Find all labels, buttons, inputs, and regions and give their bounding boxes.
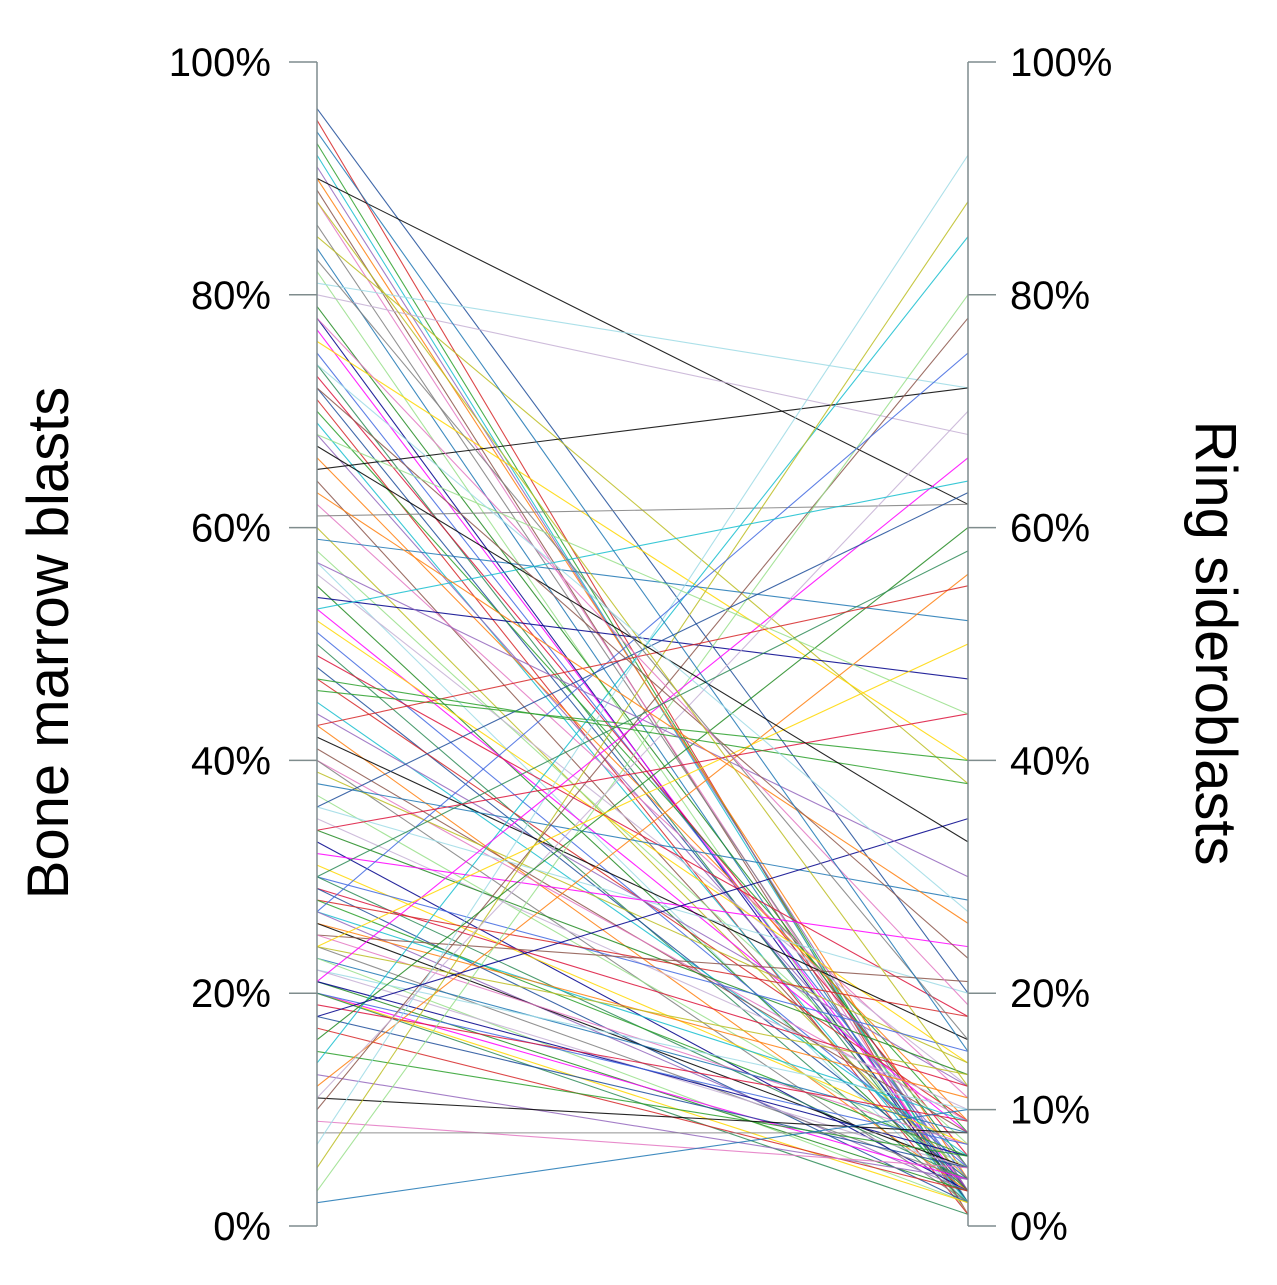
series-line [316, 480, 969, 610]
series-line [316, 294, 969, 436]
series-line [316, 876, 969, 1052]
series-line [316, 178, 969, 1180]
series-line [316, 492, 969, 924]
series-line [316, 562, 969, 878]
series-line [316, 1109, 969, 1204]
series-line [316, 701, 969, 1157]
series-line [316, 282, 969, 389]
series-line [316, 201, 969, 1169]
series-line [316, 119, 969, 1215]
series-line [316, 713, 969, 831]
series-layer [316, 108, 969, 1215]
series-line [316, 946, 969, 1076]
series-line [316, 794, 969, 1169]
series-line [316, 1074, 969, 1180]
left-tick-label: 80% [191, 274, 271, 318]
series-line [316, 852, 969, 948]
left-axis-title: Bone marrow blasts [16, 387, 81, 900]
series-line [316, 969, 969, 1111]
series-line [316, 655, 969, 1017]
series-line [316, 387, 969, 959]
right-tick-label: 10% [1010, 1089, 1090, 1133]
series-line [316, 934, 969, 983]
series-line [316, 1050, 969, 1157]
series-line [316, 131, 969, 1052]
left-tick-label: 40% [191, 739, 271, 783]
series-line [316, 375, 969, 1157]
series-line [316, 585, 969, 727]
series-line [316, 364, 969, 913]
series-line [316, 562, 969, 1204]
series-line [316, 1120, 969, 1169]
series-line [316, 829, 969, 1076]
series-line [316, 433, 969, 715]
axes-layer: 0% 20% 40% 60% 80% 100% 0% 10% 20% 40% 60% 80% 100% [169, 41, 1113, 1249]
series-line [316, 643, 969, 948]
series-line [316, 340, 969, 761]
series-line [316, 503, 969, 1099]
right-tick-label: 40% [1010, 739, 1090, 783]
series-line [316, 957, 969, 1134]
series-line [316, 259, 969, 1041]
left-tick-label: 20% [191, 972, 271, 1016]
series-line [316, 911, 969, 1192]
series-line [316, 317, 969, 1006]
series-line [316, 503, 969, 517]
series-line [316, 352, 969, 913]
right-axis-title: Ring sideroblasts [1183, 421, 1248, 866]
series-line [316, 911, 969, 1122]
series-line [316, 201, 969, 1087]
series-line [316, 457, 969, 1122]
series-line [316, 992, 969, 1146]
series-line [316, 864, 969, 1146]
left-tick-label: 60% [191, 507, 271, 551]
series-line [316, 992, 969, 1204]
series-line [316, 1004, 969, 1122]
series-line [316, 736, 969, 1041]
series-line [316, 1027, 969, 1192]
left-tick-label: 0% [213, 1205, 271, 1249]
series-line [316, 527, 969, 1041]
series-line [316, 1097, 969, 1134]
series-line [316, 201, 969, 1204]
series-line [316, 550, 969, 878]
series-line [316, 783, 969, 901]
left-tick-label: 100% [169, 41, 271, 85]
right-tick-label: 20% [1010, 972, 1090, 1016]
series-line [316, 538, 969, 622]
right-tick-label: 100% [1010, 41, 1112, 85]
series-line [316, 294, 969, 1192]
right-tick-label: 80% [1010, 274, 1090, 318]
series-line [316, 527, 969, 1180]
series-line [316, 573, 969, 1087]
series-line [316, 678, 969, 785]
series-line [316, 177, 969, 505]
right-tick-label: 0% [1010, 1205, 1068, 1249]
right-tick-label: 60% [1010, 507, 1090, 551]
